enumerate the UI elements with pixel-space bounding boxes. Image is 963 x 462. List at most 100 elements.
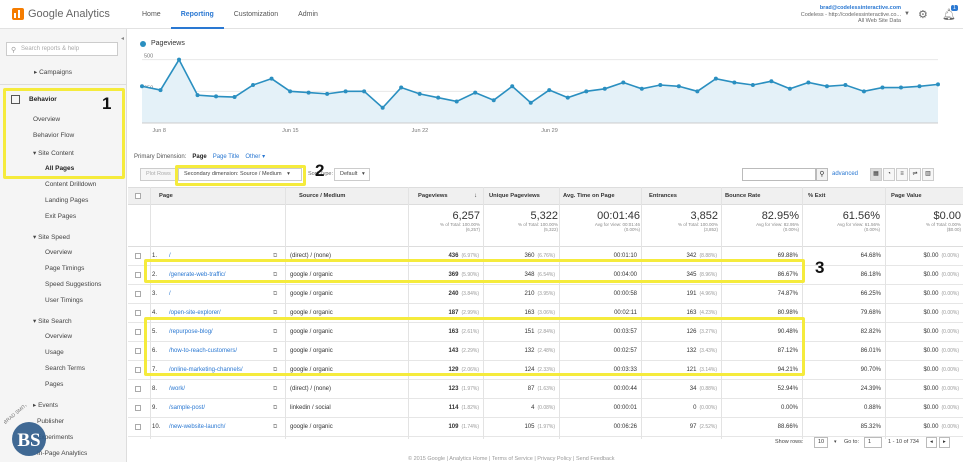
sidebar-item-speed-suggestions[interactable]: Speed Suggestions bbox=[45, 281, 102, 288]
external-link-icon[interactable]: ⧉ bbox=[273, 310, 278, 316]
pie-view-icon[interactable]: ◔ bbox=[883, 168, 895, 181]
row-checkbox[interactable] bbox=[135, 329, 141, 335]
table-row[interactable]: 1. / ⧉ (direct) / (none) 436 (6.97%) 360 (6.76%… bbox=[128, 247, 963, 266]
page-link[interactable]: / bbox=[169, 291, 171, 297]
external-link-icon[interactable]: ⧉ bbox=[273, 405, 278, 411]
page-link[interactable]: /sample-post/ bbox=[169, 405, 206, 411]
page-link[interactable]: /open-site-explorer/ bbox=[169, 310, 221, 316]
source-medium-link[interactable]: google / organic bbox=[290, 367, 333, 373]
header-entrances[interactable]: Entrances bbox=[649, 193, 678, 199]
row-checkbox[interactable] bbox=[135, 291, 141, 297]
gear-icon[interactable]: ⚙ bbox=[918, 9, 928, 21]
sidebar-item-pages[interactable]: Pages bbox=[45, 381, 64, 388]
nav-customization[interactable]: Customization bbox=[233, 11, 279, 18]
source-medium-link[interactable]: google / organic bbox=[290, 348, 333, 354]
header-avg-time[interactable]: Avg. Time on Page bbox=[563, 193, 615, 199]
row-checkbox[interactable] bbox=[135, 386, 141, 392]
sidebar-item-user-timings[interactable]: User Timings bbox=[45, 297, 83, 304]
external-link-icon[interactable]: ⧉ bbox=[273, 386, 278, 392]
source-medium-link[interactable]: google / organic bbox=[290, 329, 333, 335]
account-selector[interactable]: brad@codelessinteractive.com Codeless - … bbox=[801, 5, 901, 25]
nav-admin[interactable]: Admin bbox=[298, 11, 318, 18]
nav-home[interactable]: Home bbox=[142, 11, 161, 18]
plot-rows-button[interactable]: Plot Rows bbox=[140, 168, 177, 181]
goto-input[interactable]: 1 bbox=[864, 437, 882, 448]
header-pageviews[interactable]: Pageviews bbox=[418, 193, 448, 199]
external-link-icon[interactable]: ⧉ bbox=[273, 253, 278, 259]
sidebar-item-speed-overview[interactable]: Overview bbox=[45, 249, 73, 256]
sidebar-item-landing-pages[interactable]: Landing Pages bbox=[45, 197, 89, 204]
sidebar-item-search-terms[interactable]: Search Terms bbox=[45, 365, 85, 372]
table-row[interactable]: 5./repurpose-blog/⧉ google / organic 163 (2… bbox=[128, 323, 963, 342]
row-checkbox[interactable] bbox=[135, 367, 141, 373]
row-checkbox[interactable] bbox=[135, 405, 141, 411]
row-checkbox[interactable] bbox=[135, 424, 141, 430]
collapse-sidebar-icon[interactable]: ◂ bbox=[121, 36, 125, 42]
sidebar-search-input[interactable]: ⚲ Search reports & help bbox=[6, 42, 118, 56]
sidebar-item-page-timings[interactable]: Page Timings bbox=[45, 265, 85, 272]
sidebar-item-content-drilldown[interactable]: Content Drilldown bbox=[45, 181, 97, 188]
secondary-dimension-dropdown[interactable]: Secondary dimension: Source / Medium ▾ bbox=[178, 168, 302, 181]
sidebar-item-events[interactable]: ▸ Events bbox=[33, 402, 58, 409]
row-checkbox[interactable] bbox=[135, 310, 141, 316]
header-source-medium[interactable]: Source / Medium bbox=[299, 193, 346, 199]
page-link[interactable]: /new-website-launch/ bbox=[169, 424, 226, 430]
sidebar-item-site-speed[interactable]: ▾ Site Speed bbox=[33, 234, 70, 241]
external-link-icon[interactable]: ⧉ bbox=[273, 291, 278, 297]
sidebar-item-behavior[interactable]: Behavior bbox=[29, 96, 57, 103]
sidebar-item-campaigns[interactable]: ▸ Campaigns bbox=[34, 69, 72, 76]
prev-page-button[interactable]: ◂ bbox=[926, 437, 937, 448]
row-checkbox[interactable] bbox=[135, 272, 141, 278]
source-medium-link[interactable]: google / organic bbox=[290, 272, 333, 278]
table-row[interactable]: 8./work/⧉ (direct) / (none) 123 (1.97%) 87 (1… bbox=[128, 380, 963, 399]
select-all-checkbox[interactable] bbox=[135, 193, 141, 199]
page-link[interactable]: /online-marketing-channels/ bbox=[169, 367, 243, 373]
row-checkbox[interactable] bbox=[135, 348, 141, 354]
external-link-icon[interactable]: ⧉ bbox=[273, 329, 278, 335]
table-row[interactable]: 6. /how-to-reach-customers/ ⧉ google / orga… bbox=[128, 342, 963, 361]
source-medium-link[interactable]: google / organic bbox=[290, 310, 333, 316]
header-page-value[interactable]: Page Value bbox=[891, 193, 922, 199]
dimension-other[interactable]: Other ▾ bbox=[245, 154, 266, 160]
header-bounce-rate[interactable]: Bounce Rate bbox=[725, 193, 761, 199]
pivot-view-icon[interactable]: ▥ bbox=[922, 168, 934, 181]
table-row[interactable]: 10. /new-website-launch/ ⧉ google / organic… bbox=[128, 418, 963, 437]
page-link[interactable]: / bbox=[169, 253, 171, 259]
table-search-input[interactable] bbox=[742, 168, 816, 181]
chevron-down-icon[interactable]: ▾ bbox=[834, 439, 837, 445]
sidebar-item-behavior-flow[interactable]: Behavior Flow bbox=[33, 132, 75, 139]
nav-reporting[interactable]: Reporting bbox=[170, 0, 224, 29]
sort-type-dropdown[interactable]: Default ▾ bbox=[334, 168, 370, 181]
bar-view-icon[interactable]: ≡ bbox=[896, 168, 908, 181]
row-checkbox[interactable] bbox=[135, 253, 141, 259]
bell-icon[interactable]: 🔔︎ bbox=[942, 9, 956, 21]
page-link[interactable]: /repurpose-blog/ bbox=[169, 329, 213, 335]
logo[interactable]: Google Analytics bbox=[12, 8, 110, 20]
source-medium-link[interactable]: linkedin / social bbox=[290, 405, 331, 411]
table-view-icon[interactable]: ▦ bbox=[870, 168, 882, 181]
comparison-view-icon[interactable]: ⇌ bbox=[909, 168, 921, 181]
external-link-icon[interactable]: ⧉ bbox=[273, 272, 278, 278]
page-link[interactable]: /work/ bbox=[169, 386, 186, 392]
table-row[interactable]: 2. /generate-web-traffic/ ⧉ google / organi… bbox=[128, 266, 963, 285]
source-medium-link[interactable]: (direct) / (none) bbox=[290, 386, 332, 392]
sidebar-item-site-content[interactable]: ▾ Site Content bbox=[33, 150, 74, 157]
header-unique-pageviews[interactable]: Unique Pageviews bbox=[489, 193, 540, 199]
show-rows-select[interactable]: 10 bbox=[814, 437, 829, 448]
sidebar-item-in-page-analytics[interactable]: In-Page Analytics bbox=[37, 450, 88, 457]
table-row[interactable]: 4. /open-site-explorer/ ⧉ google / organic 1… bbox=[128, 304, 963, 323]
page-link[interactable]: /generate-web-traffic/ bbox=[169, 272, 226, 278]
page-link[interactable]: /how-to-reach-customers/ bbox=[169, 348, 238, 354]
sidebar-item-experiments[interactable]: Experiments bbox=[37, 434, 74, 441]
sidebar-item-exit-pages[interactable]: Exit Pages bbox=[45, 213, 77, 220]
dimension-page[interactable]: Page bbox=[192, 154, 207, 160]
sidebar-item-usage[interactable]: Usage bbox=[45, 349, 64, 356]
sidebar-item-search-overview[interactable]: Overview bbox=[45, 333, 73, 340]
table-row[interactable]: 9. /sample-post/ ⧉ linkedin / social 114 (1.8… bbox=[128, 399, 963, 418]
source-medium-link[interactable]: google / organic bbox=[290, 291, 333, 297]
sidebar-item-publisher[interactable]: Publisher bbox=[37, 418, 65, 425]
chevron-down-icon[interactable]: ▼ bbox=[904, 11, 910, 17]
dimension-page-title[interactable]: Page Title bbox=[212, 154, 240, 160]
advanced-filter-link[interactable]: advanced bbox=[832, 171, 859, 177]
